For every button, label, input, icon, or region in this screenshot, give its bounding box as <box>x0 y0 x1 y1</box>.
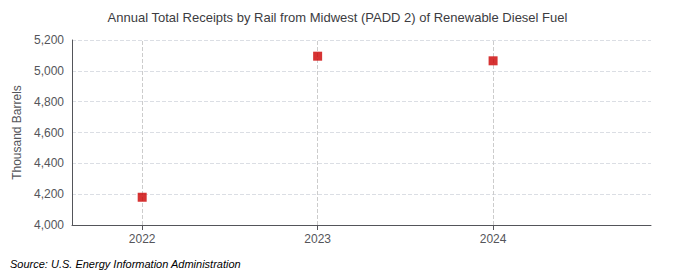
svg-text:2022: 2022 <box>129 232 156 246</box>
svg-text:4,000: 4,000 <box>34 218 64 232</box>
svg-text:Thousand Barrels: Thousand Barrels <box>10 85 24 180</box>
svg-text:4,400: 4,400 <box>34 156 64 170</box>
svg-text:2024: 2024 <box>480 232 507 246</box>
svg-text:4,800: 4,800 <box>34 95 64 109</box>
svg-text:2023: 2023 <box>304 232 331 246</box>
svg-text:4,200: 4,200 <box>34 187 64 201</box>
svg-text:5,000: 5,000 <box>34 64 64 78</box>
svg-text:Source: U.S. Energy Informatio: Source: U.S. Energy Information Administ… <box>10 258 241 270</box>
svg-text:4,600: 4,600 <box>34 126 64 140</box>
svg-text:Annual Total Receipts by Rail: Annual Total Receipts by Rail from Midwe… <box>108 10 568 25</box>
svg-text:5,200: 5,200 <box>34 33 64 47</box>
